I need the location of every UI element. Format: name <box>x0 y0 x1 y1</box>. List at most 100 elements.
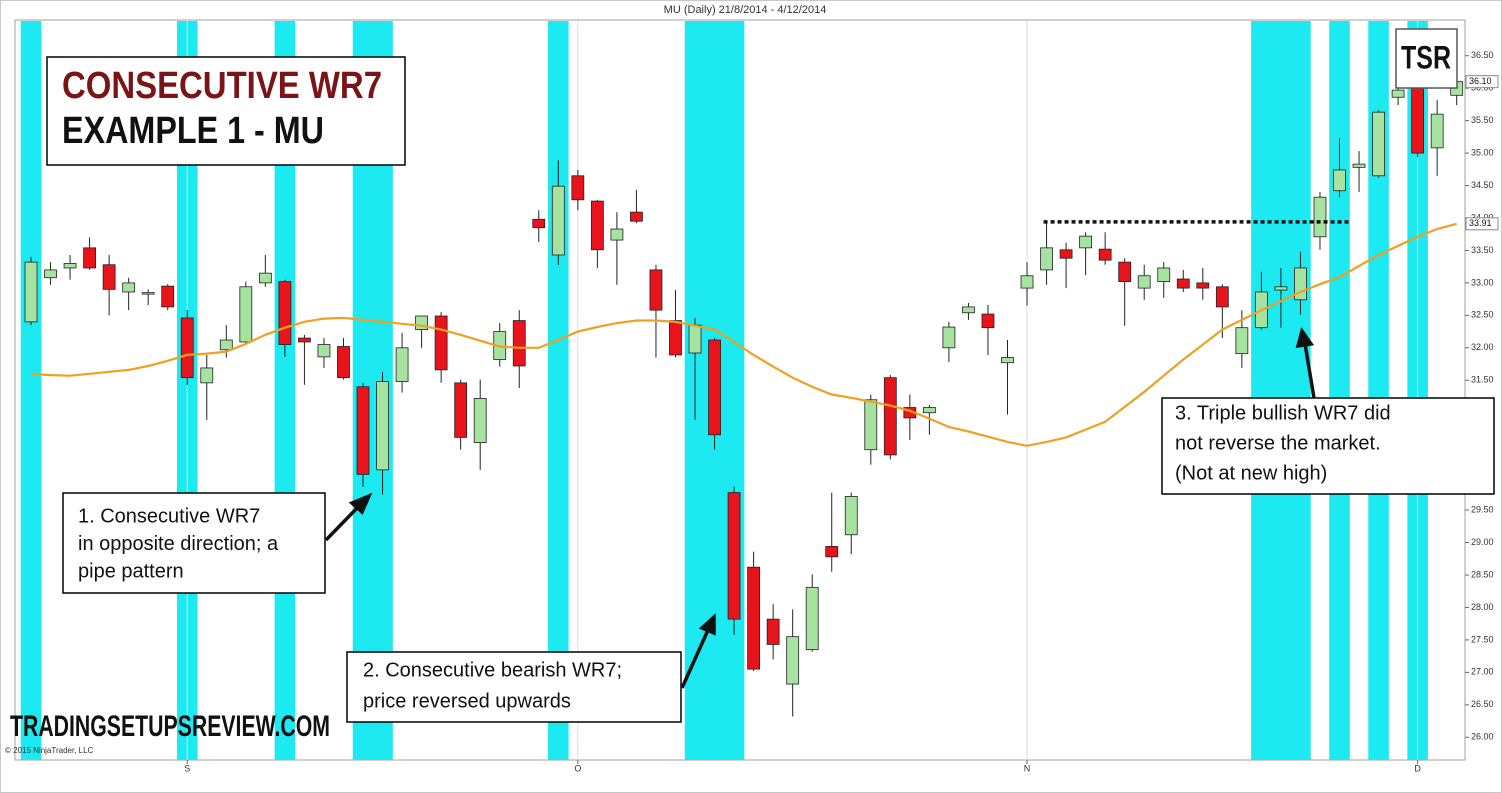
candle-body <box>219 339 233 351</box>
annotation-text: in opposite direction; a <box>78 533 279 555</box>
candle-body <box>1020 275 1034 289</box>
candle-body <box>239 286 253 343</box>
candle-body <box>1176 278 1190 289</box>
candle-body <box>258 272 272 284</box>
candle-body <box>512 320 526 367</box>
arrow <box>680 629 710 689</box>
candle-body <box>962 306 975 314</box>
candle-body <box>610 228 624 241</box>
headline-box <box>46 56 406 166</box>
candle-body <box>864 399 878 451</box>
candle-body <box>1411 84 1425 154</box>
candle-body <box>786 636 800 685</box>
candle-body <box>1157 267 1171 282</box>
y-tick-label: 36.50 <box>1471 50 1494 60</box>
candle-body <box>590 200 604 251</box>
y-tick-label: 26.00 <box>1471 732 1494 742</box>
moving-average <box>30 222 1457 447</box>
candle-body <box>1040 247 1053 271</box>
candle-body <box>630 211 643 222</box>
annotation-text: pipe pattern <box>78 560 184 582</box>
candle-body <box>844 496 858 536</box>
y-tick-label: 33.50 <box>1471 245 1494 255</box>
y-tick-label: 32.00 <box>1471 342 1494 352</box>
candle-body <box>1059 249 1073 259</box>
price-tag <box>1465 75 1499 89</box>
candle-body <box>317 344 331 358</box>
overlay: CONSECUTIVE WR7 EXAMPLE 1 - MU TSR TRADI… <box>5 28 1495 755</box>
candle-body <box>532 218 546 229</box>
candle-body <box>200 367 214 384</box>
annotation-box <box>62 492 326 594</box>
y-tick-label: 33.00 <box>1471 277 1494 287</box>
wr7-band <box>1251 21 1272 760</box>
candle-body <box>825 546 839 558</box>
wr7-band <box>548 21 569 760</box>
wr7-band <box>1329 21 1350 760</box>
candle-body <box>44 269 57 279</box>
candle-body <box>102 264 116 290</box>
wr7-band <box>1290 21 1311 760</box>
y-tick-label: 35.50 <box>1471 115 1494 125</box>
candle-body <box>1196 282 1210 289</box>
candle-body <box>122 282 136 293</box>
candle-body <box>278 281 292 345</box>
candle-body <box>337 346 350 379</box>
candle-body <box>551 185 565 256</box>
annotation-text: not reverse the market. <box>1175 432 1381 454</box>
copyright: © 2015 NinjaTrader, LLC <box>5 746 94 755</box>
y-tick-label: 28.50 <box>1471 569 1494 579</box>
arrow-head <box>698 613 716 636</box>
candle-body <box>1333 169 1346 192</box>
candle-body <box>747 566 761 670</box>
candle-body <box>1079 235 1093 249</box>
annotation-text: 1. Consecutive WR7 <box>78 505 260 527</box>
candle-body <box>1391 89 1405 98</box>
candle-body <box>1215 286 1229 308</box>
arrow <box>1303 343 1316 399</box>
candle-body <box>83 247 96 269</box>
annotation-box <box>346 651 682 723</box>
candle-body <box>1274 286 1288 291</box>
candle-body <box>180 317 194 379</box>
candle-body <box>454 382 468 438</box>
x-tick-label: N <box>1024 763 1031 773</box>
wr7-band <box>723 21 745 760</box>
candle-body <box>649 269 663 311</box>
candle-body <box>571 175 585 201</box>
candle-body <box>1313 196 1327 238</box>
wr7-band <box>1368 21 1389 760</box>
candle-body <box>708 339 721 436</box>
headline-line: EXAMPLE 1 - MU <box>62 110 324 152</box>
candle-body <box>766 618 780 645</box>
candle-body <box>1430 113 1444 149</box>
candle-body <box>1372 111 1385 177</box>
x-tick-label: O <box>574 763 581 773</box>
candle-body <box>1352 163 1366 168</box>
candle-body <box>376 381 389 471</box>
x-tick-label: D <box>1414 763 1421 773</box>
y-tick-label: 29.50 <box>1471 504 1494 514</box>
marks <box>24 69 1464 717</box>
price-tag-label: 33.91 <box>1469 218 1492 228</box>
arrow <box>324 503 362 542</box>
x-tick-label: S <box>184 763 190 773</box>
y-tick-label: 34.50 <box>1471 180 1494 190</box>
arrow-head <box>1295 326 1315 349</box>
annotation-text: 2. Consecutive bearish WR7; <box>363 659 622 681</box>
candle-body <box>298 337 311 343</box>
candle-body <box>922 407 936 414</box>
annotation-text: price reversed upwards <box>363 690 571 712</box>
y-tick-label: 28.00 <box>1471 602 1494 612</box>
y-tick-label: 32.50 <box>1471 310 1494 320</box>
y-tick-label: 35.00 <box>1471 147 1494 157</box>
candle-body <box>669 320 682 356</box>
price-tag-label: 36.10 <box>1469 76 1492 86</box>
candle-body <box>1001 357 1014 364</box>
candle-body <box>981 313 995 329</box>
annotation-box <box>1161 397 1495 495</box>
y-tick-label: 29.00 <box>1471 537 1494 547</box>
candle-body <box>395 347 409 382</box>
y-tick-label: 27.00 <box>1471 667 1494 677</box>
